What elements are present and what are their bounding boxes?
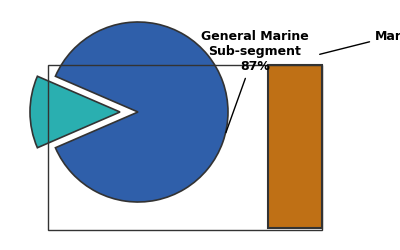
Bar xyxy=(268,65,322,228)
Wedge shape xyxy=(56,22,228,202)
Bar xyxy=(48,65,322,230)
Wedge shape xyxy=(30,76,120,148)
Text: General Marine
Sub-segment
87%: General Marine Sub-segment 87% xyxy=(201,30,309,133)
Text: Mari: Mari xyxy=(320,30,400,54)
